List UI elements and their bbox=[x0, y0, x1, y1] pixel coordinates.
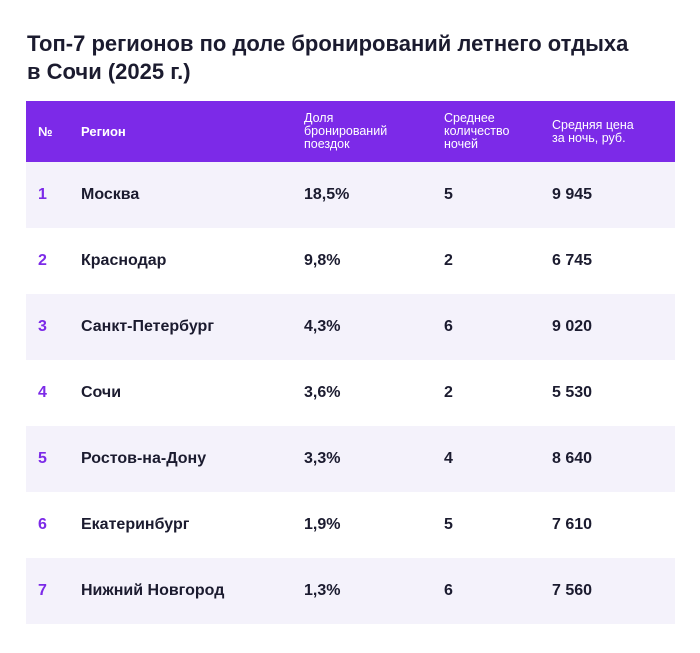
row-nights: 5 bbox=[444, 516, 453, 533]
row-share: 1,3% bbox=[304, 582, 341, 599]
table-row: 2 Краснодар 9,8% 2 6 745 bbox=[26, 228, 675, 294]
row-number: 2 bbox=[38, 252, 47, 269]
row-nights: 6 bbox=[444, 318, 453, 335]
table-row: 3 Санкт-Петербург 4,3% 6 9 020 bbox=[26, 294, 675, 360]
row-price: 8 640 bbox=[552, 450, 593, 467]
row-region: Сочи bbox=[81, 384, 122, 401]
header-share: Доля бронирований поездок bbox=[304, 111, 388, 151]
row-number: 7 bbox=[38, 582, 47, 599]
chart-title: Топ-7 регионов по доле бронирований летн… bbox=[27, 31, 629, 84]
row-number: 4 bbox=[38, 384, 47, 401]
row-price: 5 530 bbox=[552, 384, 593, 401]
row-nights: 2 bbox=[444, 252, 453, 269]
row-share: 18,5% bbox=[304, 186, 350, 203]
row-share: 3,3% bbox=[304, 450, 341, 467]
header-number: № bbox=[38, 123, 53, 139]
header-region: Регион bbox=[81, 123, 126, 139]
table-header: № Регион Доля бронирований поездок Средн… bbox=[26, 101, 675, 162]
row-price: 9 020 bbox=[552, 318, 593, 335]
row-number: 6 bbox=[38, 516, 47, 533]
table-row: 1 Москва 18,5% 5 9 945 bbox=[26, 162, 675, 228]
table-row: 6 Екатеринбург 1,9% 5 7 610 bbox=[26, 492, 675, 558]
table-row: 7 Нижний Новгород 1,3% 6 7 560 bbox=[26, 558, 675, 624]
row-number: 5 bbox=[38, 450, 47, 467]
row-share: 4,3% bbox=[304, 318, 341, 335]
row-price: 7 610 bbox=[552, 516, 593, 533]
table-row: 4 Сочи 3,6% 2 5 530 bbox=[26, 360, 675, 426]
row-share: 1,9% bbox=[304, 516, 341, 533]
row-nights: 5 bbox=[444, 186, 453, 203]
regions-table: № Регион Доля бронирований поездок Средн… bbox=[26, 101, 675, 624]
row-nights: 6 bbox=[444, 582, 453, 599]
header-nights: Среднее количество ночей bbox=[444, 111, 510, 151]
row-price: 6 745 bbox=[552, 252, 593, 269]
row-nights: 2 bbox=[444, 384, 453, 401]
row-region: Санкт-Петербург bbox=[81, 318, 214, 335]
row-region: Нижний Новгород bbox=[81, 582, 225, 599]
header-price: Средняя цена за ночь, руб. bbox=[552, 117, 634, 145]
row-share: 3,6% bbox=[304, 384, 341, 401]
row-region: Екатеринбург bbox=[81, 516, 190, 533]
row-nights: 4 bbox=[444, 450, 453, 467]
row-region: Краснодар bbox=[81, 252, 167, 269]
table-row: 5 Ростов-на-Дону 3,3% 4 8 640 bbox=[26, 426, 675, 492]
row-region: Ростов-на-Дону bbox=[81, 450, 207, 467]
row-price: 7 560 bbox=[552, 582, 593, 599]
row-price: 9 945 bbox=[552, 186, 593, 203]
row-number: 1 bbox=[38, 186, 47, 203]
row-region: Москва bbox=[81, 186, 140, 203]
row-share: 9,8% bbox=[304, 252, 341, 269]
row-number: 3 bbox=[38, 318, 47, 335]
